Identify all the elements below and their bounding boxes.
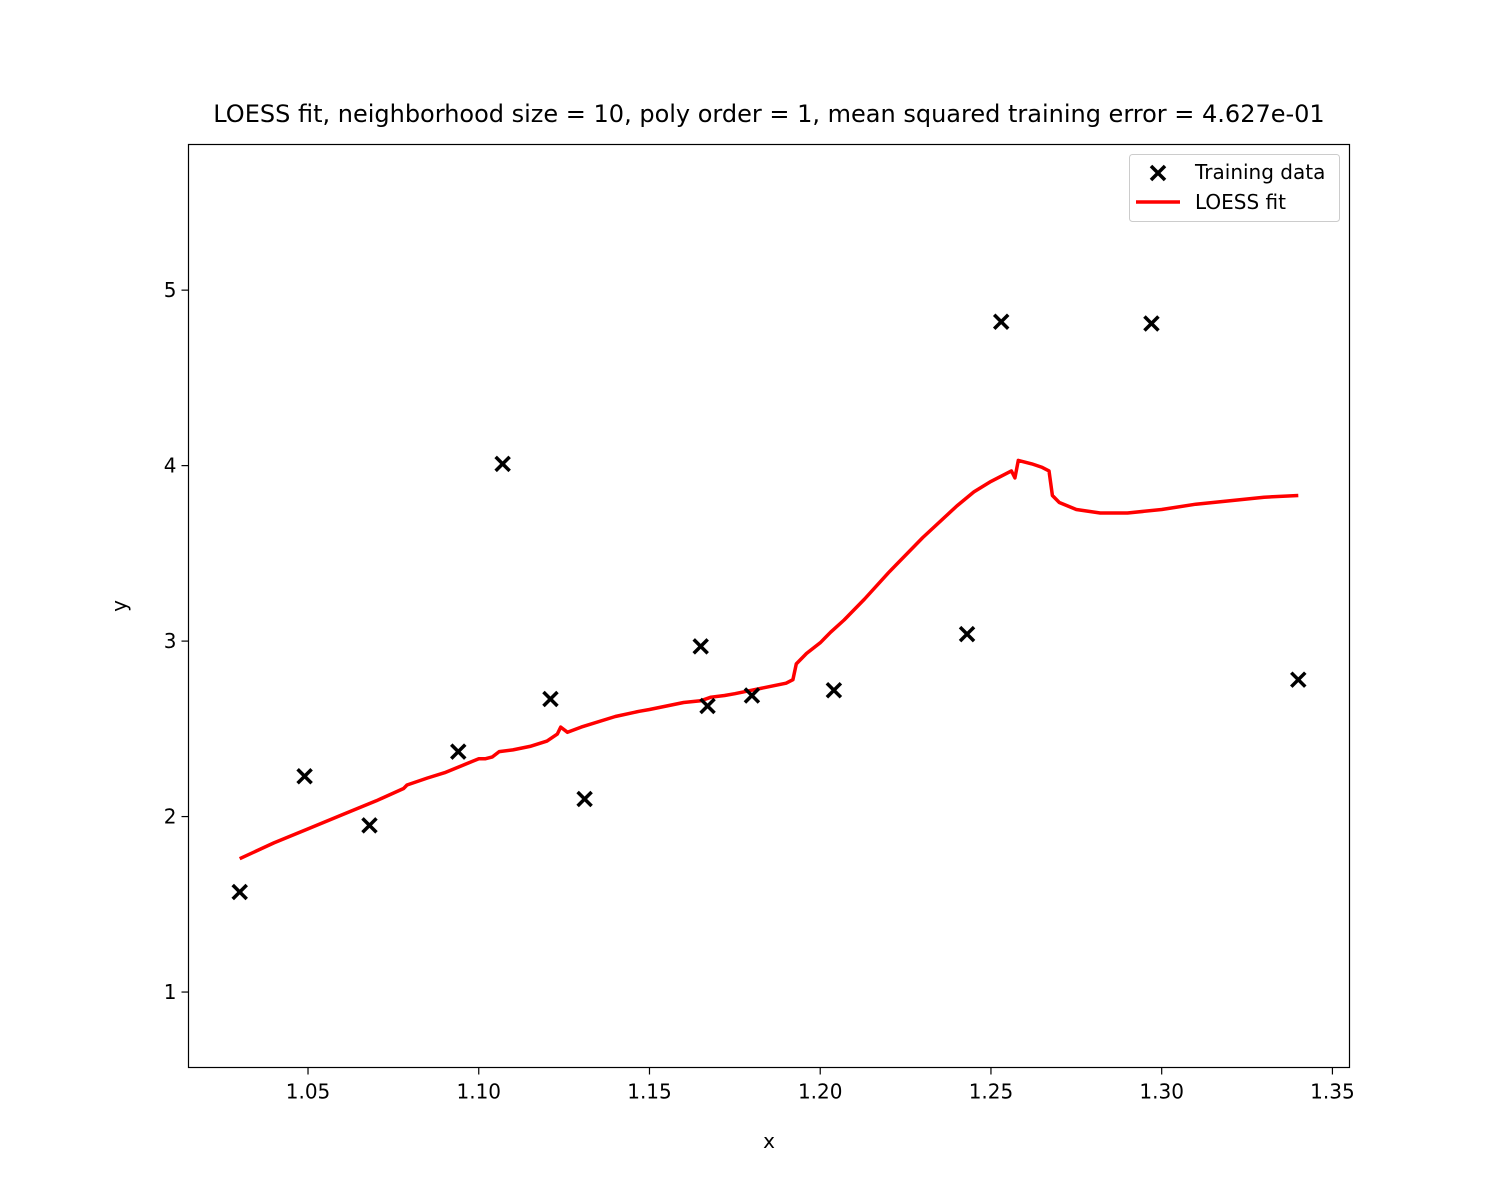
training-data-point: [743, 687, 761, 704]
loess-fit-line: [238, 458, 1299, 861]
training-data-point: [361, 817, 378, 834]
y-tick-label: 3: [164, 629, 177, 653]
y-tick-label: 1: [164, 980, 177, 1004]
legend-marker-training-data: [1149, 164, 1167, 182]
chart-title: LOESS fit, neighborhood size = 10, poly …: [213, 100, 1324, 128]
x-axis-label: x: [763, 1129, 775, 1153]
x-tick-label: 1.15: [627, 1080, 672, 1104]
training-data-point: [699, 697, 716, 715]
plot-area: [187, 143, 1351, 1069]
y-tick-label: 5: [164, 278, 177, 302]
x-axis: 1.05 1.10 1.15 1.20 1.25 1.30 1.35: [286, 1067, 1355, 1104]
training-data-point: [450, 743, 467, 760]
x-tick-label: 1.30: [1139, 1080, 1184, 1104]
training-data-point: [692, 638, 709, 655]
legend-label-training-data: Training data: [1194, 160, 1325, 184]
y-axis: 1 2 3 4 5: [164, 278, 189, 1004]
training-data-point: [992, 313, 1010, 330]
training-data-point: [296, 767, 313, 785]
y-tick-label: 4: [164, 454, 177, 478]
legend-box: [1129, 154, 1340, 222]
training-data-point: [576, 790, 593, 808]
training-data-point: [958, 625, 976, 643]
training-data-point: [1290, 671, 1307, 688]
x-tick-label: 1.05: [286, 1080, 331, 1104]
training-data-point: [1143, 315, 1160, 332]
x-tick-label: 1.20: [798, 1080, 843, 1104]
y-tick-label: 2: [164, 805, 177, 829]
training-data-point: [231, 883, 248, 901]
series-layer: [231, 313, 1307, 901]
x-tick-label: 1.10: [456, 1080, 501, 1104]
training-data-point: [825, 681, 843, 699]
legend: Training data LOESS fit: [1129, 154, 1340, 222]
x-tick-label: 1.25: [969, 1080, 1014, 1104]
training-data-point: [542, 690, 559, 708]
legend-label-loess-fit: LOESS fit: [1195, 190, 1286, 214]
y-axis-label: y: [107, 600, 131, 612]
training-data-point: [494, 455, 511, 473]
x-tick-label: 1.35: [1310, 1080, 1355, 1104]
